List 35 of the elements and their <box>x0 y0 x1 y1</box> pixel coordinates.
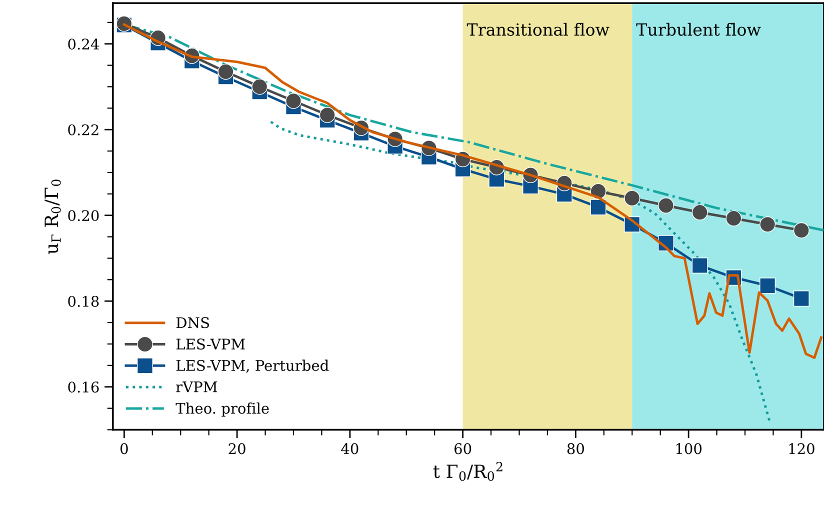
point <box>286 92 302 109</box>
legend-label: rVPM <box>176 382 218 392</box>
band-label: Turbulent flow <box>636 22 761 36</box>
y-tick-label: 0.24 <box>68 38 99 50</box>
point <box>793 290 810 307</box>
legend-label: LES-VPM, Perturbed <box>176 360 329 373</box>
point <box>760 278 776 294</box>
point <box>726 210 742 226</box>
x-tick-label: 40 <box>341 443 358 454</box>
point <box>692 258 708 274</box>
legend-label: Theo. profile <box>176 402 269 417</box>
legend-label: LES-VPM <box>176 338 245 350</box>
point <box>218 64 234 80</box>
y-tick-label: 0.16 <box>68 382 99 393</box>
point <box>692 204 708 220</box>
point <box>658 198 674 214</box>
x-tick-label: 100 <box>676 443 702 454</box>
point <box>793 222 810 238</box>
point <box>319 107 336 124</box>
x-tick-label: 20 <box>228 443 246 454</box>
y-tick-label: 0.22 <box>68 124 98 136</box>
x-axis-title: t Γ$_{0}$/R$_{0}$$^{2}$ <box>433 462 502 481</box>
y-axis-title: u$_{Γ}$ R$_{0}$/Γ$_{0}$ <box>44 180 61 254</box>
point <box>590 199 606 216</box>
x-tick-label: 80 <box>567 443 584 454</box>
x-tick-label: 60 <box>454 443 472 454</box>
x-tick-label: 120 <box>789 443 814 454</box>
band-label: Transitional flow <box>466 22 610 36</box>
point <box>760 216 776 232</box>
x-tick-label: 0 <box>120 443 128 454</box>
y-tick-label: 0.20 <box>68 210 99 222</box>
legend-label: DNS <box>176 317 209 328</box>
y-tick-label: 0.18 <box>68 296 99 307</box>
point <box>624 190 640 206</box>
point <box>252 78 268 95</box>
